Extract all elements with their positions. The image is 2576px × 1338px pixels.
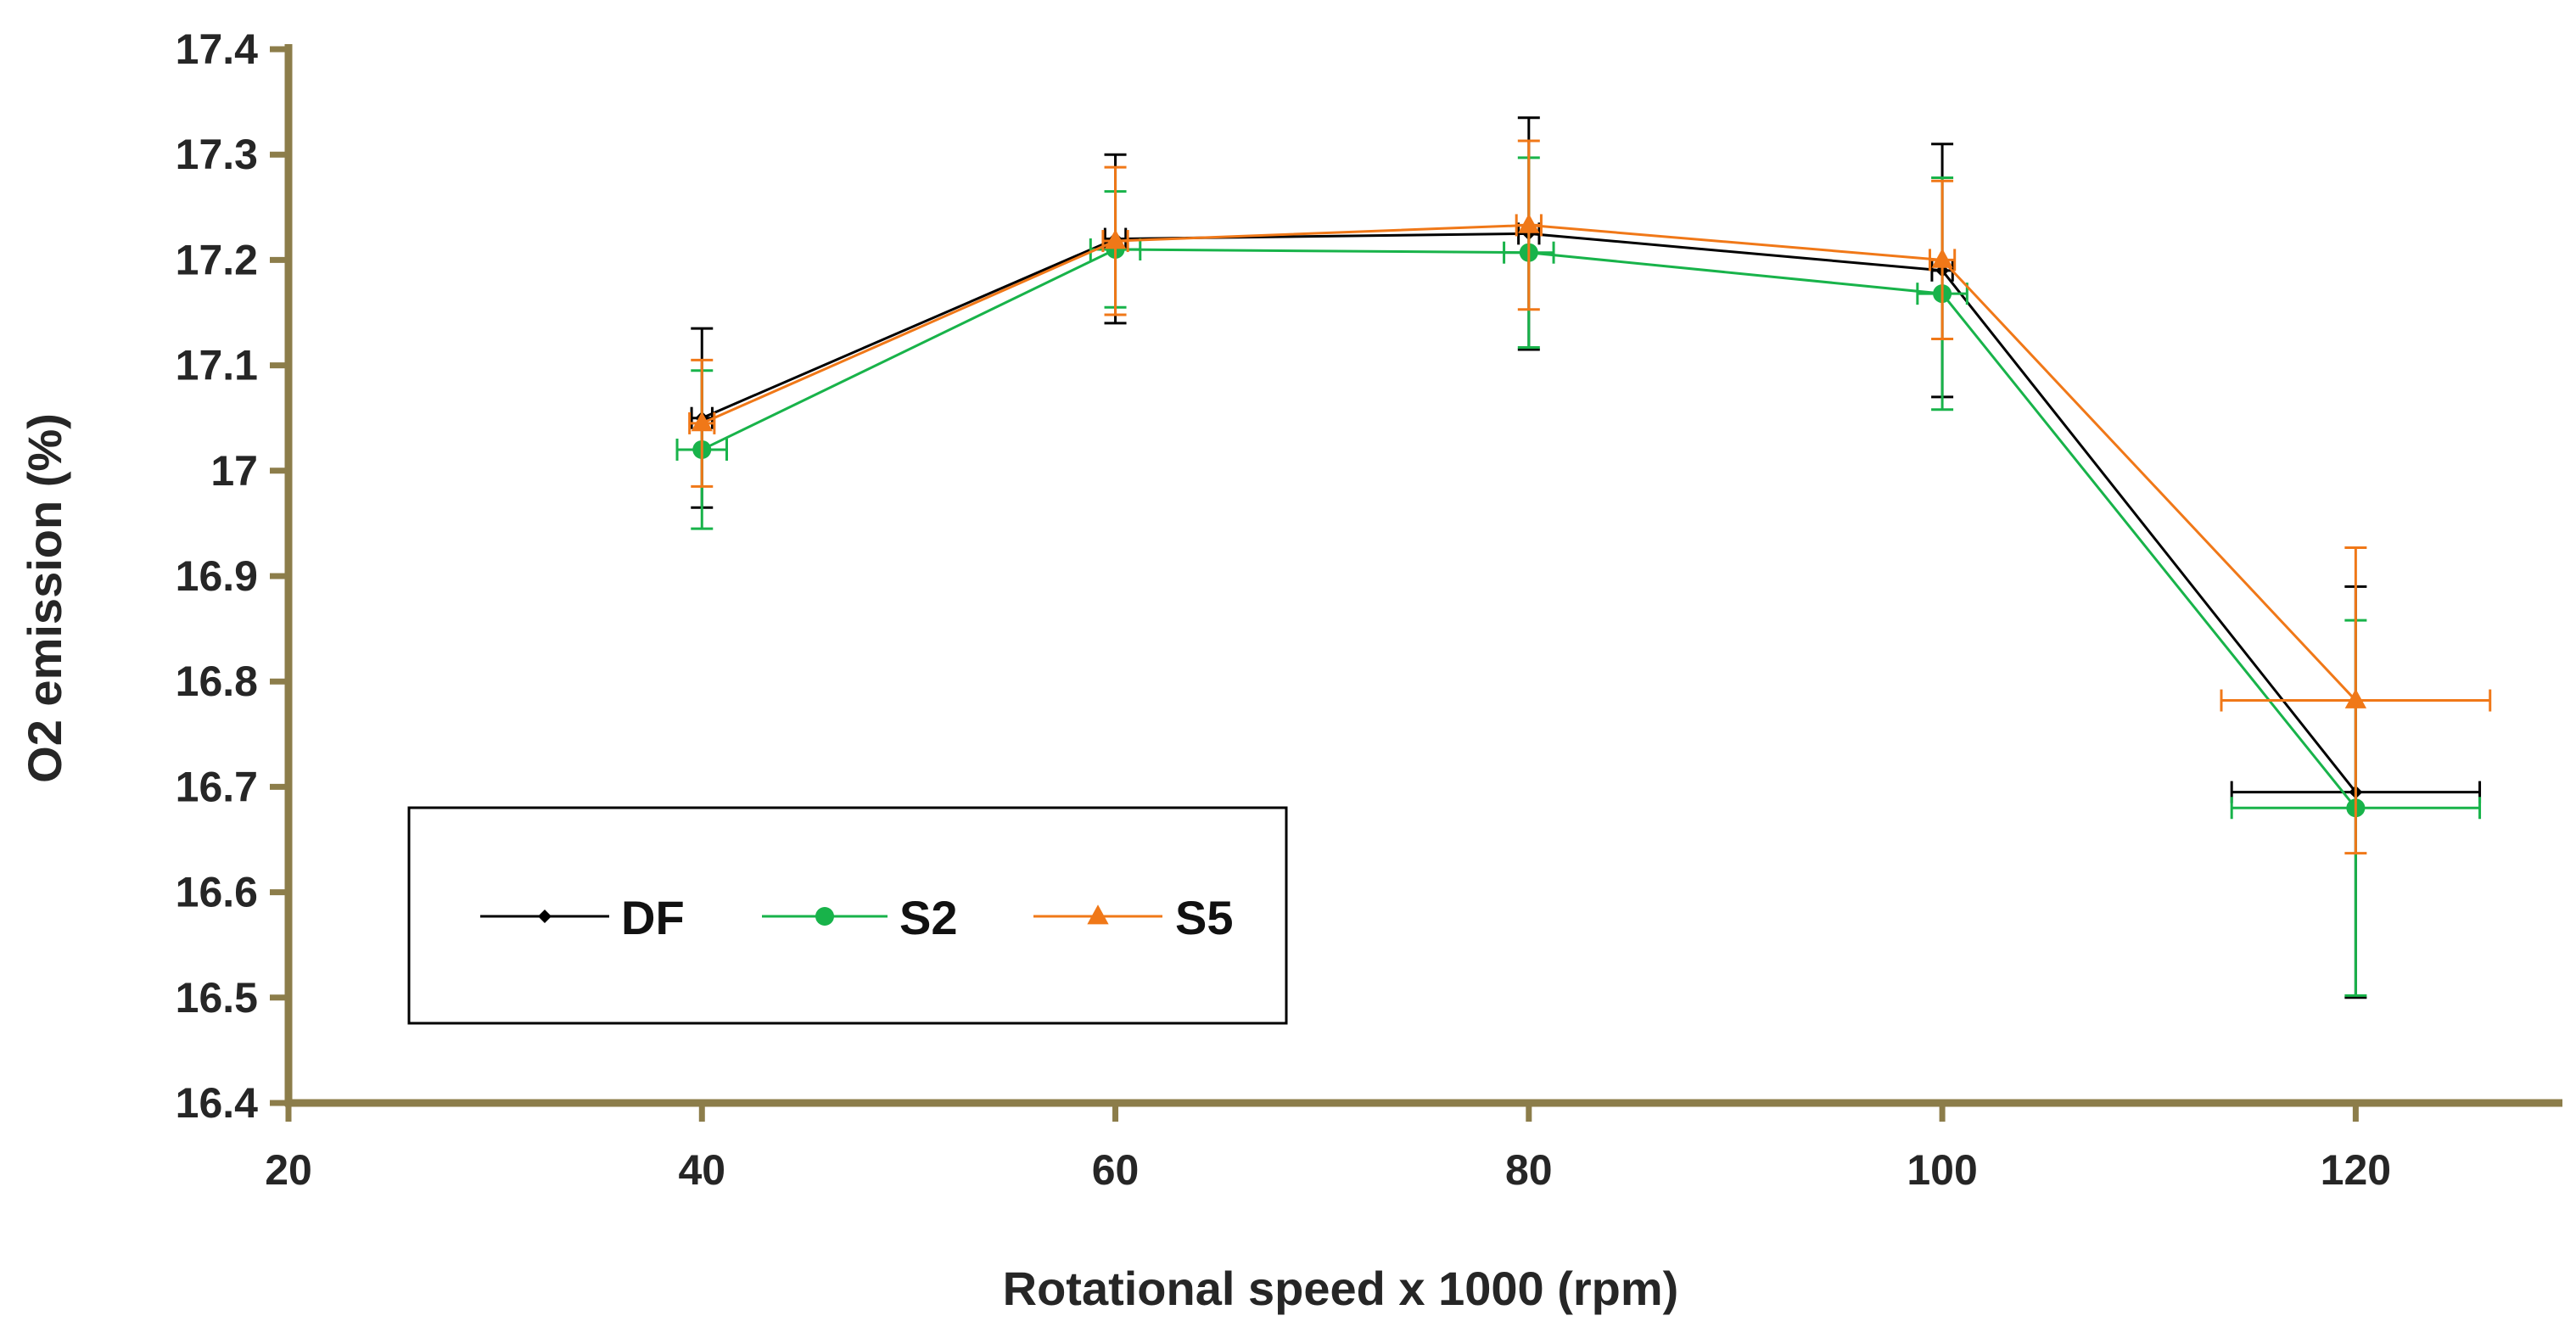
x-tick-label: 80 (1505, 1146, 1553, 1194)
legend-label-s5: S5 (1175, 891, 1234, 944)
x-tick-label: 40 (678, 1146, 725, 1194)
data-point-s5 (1931, 248, 1953, 268)
x-axis-title: Rotational speed x 1000 (rpm) (1003, 1262, 1679, 1315)
legend-marker-s2 (815, 907, 834, 926)
legend-items (480, 904, 1162, 926)
x-tick-label: 100 (1907, 1146, 1977, 1194)
axes: 16.4 16.5 16.6 16.7 16.8 16.9 17 17.1 17.2 17.3 17… (176, 25, 2562, 1194)
data-point-s5 (691, 411, 713, 432)
x-tick-label: 20 (265, 1146, 312, 1194)
legend-label-s2: S2 (899, 891, 958, 944)
y-tick-label: 16.6 (176, 869, 258, 916)
x-tick-label: 60 (1092, 1146, 1140, 1194)
y-tick-label: 17.2 (176, 236, 258, 283)
legend: DF S2 S5 (407, 806, 1288, 1025)
y-tick-label: 16.8 (176, 658, 258, 705)
y-tick-label: 16.4 (176, 1079, 259, 1127)
legend-marker-s5 (1087, 904, 1109, 925)
y-axis-title: O2 emission (%) (18, 413, 71, 783)
y-tick-label: 16.5 (176, 974, 258, 1022)
x-tick-label: 120 (2321, 1146, 2391, 1194)
y-tick-label: 16.9 (176, 552, 258, 600)
legend-label-df: DF (621, 891, 685, 944)
legend-marker-df (538, 910, 552, 923)
data-point-s5 (2344, 688, 2367, 708)
y-tick-label: 17.3 (176, 131, 258, 178)
y-tick-label: 17.1 (176, 342, 258, 389)
y-tick-label: 17 (210, 447, 258, 495)
data-point-s5 (1518, 213, 1540, 233)
series-s5 (688, 139, 2492, 855)
y-tick-label: 17.4 (176, 25, 259, 73)
y-tick-label: 16.7 (176, 763, 258, 810)
data-point-s5 (1104, 229, 1127, 249)
series-layer (675, 116, 2492, 999)
